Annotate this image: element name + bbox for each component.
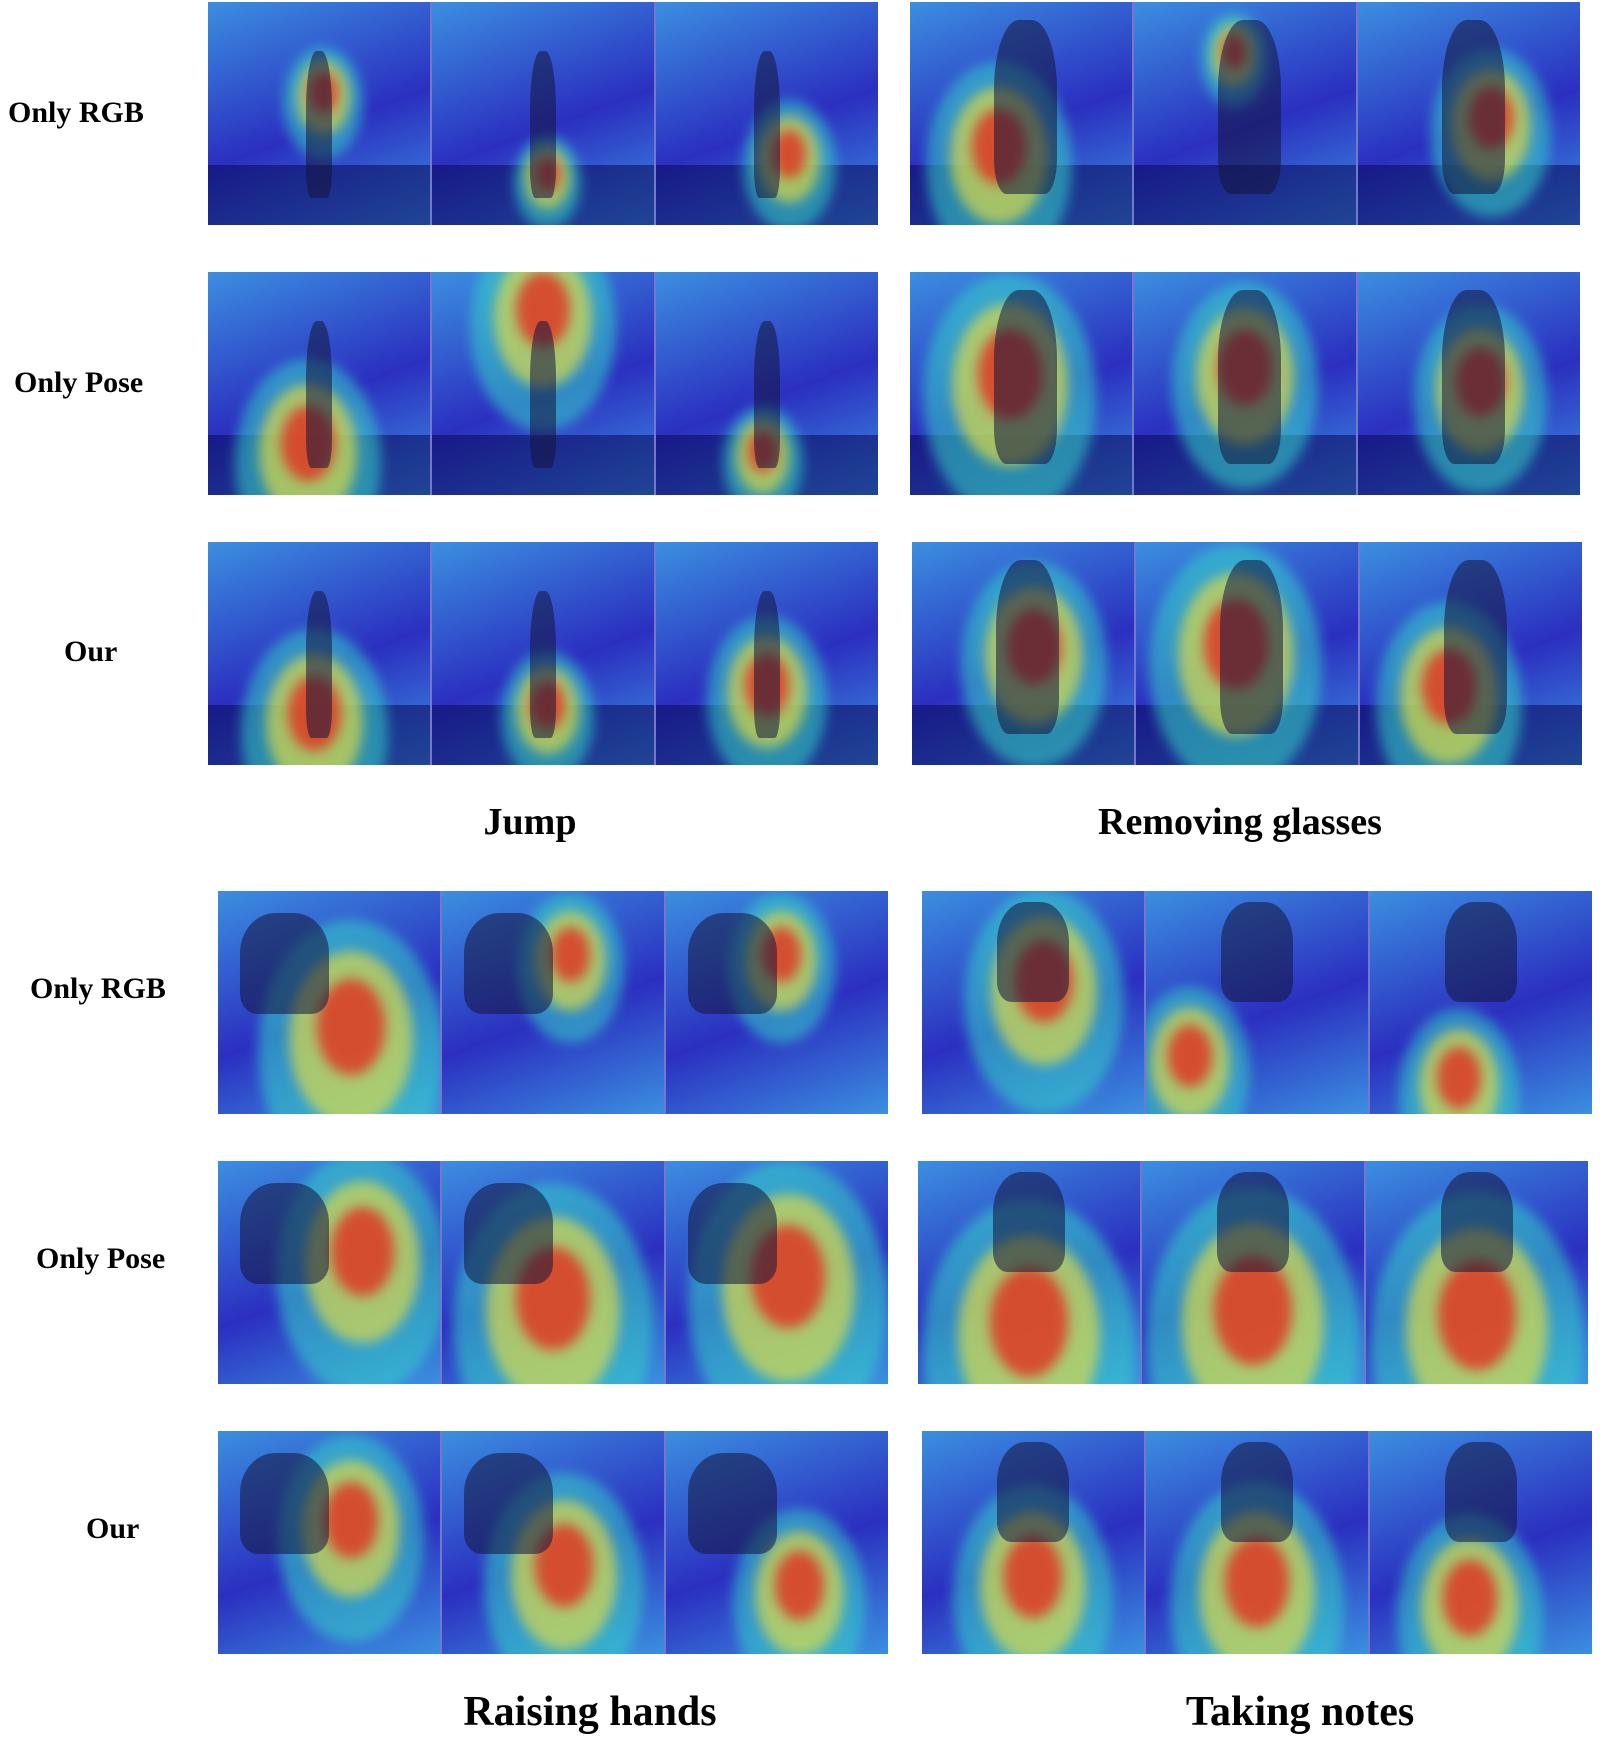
rgb-attention-jump-1 bbox=[208, 2, 432, 225]
caption-removing-glasses: Removing glasses bbox=[1098, 801, 1382, 843]
caption-raising-hands: Raising hands bbox=[463, 1689, 717, 1735]
row-label-hands-pose: Only Pose bbox=[36, 1242, 166, 1275]
row-label-hands-rgb: Only RGB bbox=[30, 972, 166, 1005]
rgb-attention-hands-3 bbox=[666, 891, 888, 1114]
heatmap-strip-hands-our bbox=[218, 1431, 888, 1654]
rgb-attention-glasses-2 bbox=[1134, 2, 1358, 225]
pose-attention-jump-1 bbox=[208, 272, 432, 495]
heatmap-strip-hands-pose bbox=[218, 1161, 888, 1384]
rgb-attention-notes-2 bbox=[1146, 891, 1370, 1114]
our-attention-glasses-3 bbox=[1360, 542, 1582, 765]
pose-attention-glasses-2 bbox=[1134, 272, 1358, 495]
heatmap-strip-jump-pose bbox=[208, 272, 878, 495]
heatmap-strip-glasses-our bbox=[912, 542, 1582, 765]
pose-attention-notes-2 bbox=[1142, 1161, 1366, 1384]
heatmap-strip-glasses-pose bbox=[910, 272, 1580, 495]
pose-attention-notes-1 bbox=[918, 1161, 1142, 1384]
pose-attention-glasses-1 bbox=[910, 272, 1134, 495]
row-label-jump-pose: Only Pose bbox=[14, 366, 144, 399]
pose-attention-hands-1 bbox=[218, 1161, 442, 1384]
heatmap-strip-jump-rgb bbox=[208, 2, 878, 225]
rgb-attention-jump-3 bbox=[656, 2, 878, 225]
rgb-attention-hands-1 bbox=[218, 891, 442, 1114]
pose-attention-jump-2 bbox=[432, 272, 656, 495]
heatmap-strip-notes-pose bbox=[918, 1161, 1588, 1384]
pose-attention-glasses-3 bbox=[1358, 272, 1580, 495]
heatmap-strip-jump-our bbox=[208, 542, 878, 765]
our-attention-notes-1 bbox=[922, 1431, 1146, 1654]
pose-attention-notes-3 bbox=[1366, 1161, 1588, 1384]
heatmap-strip-glasses-rgb bbox=[910, 2, 1580, 225]
rgb-attention-jump-2 bbox=[432, 2, 656, 225]
rgb-attention-notes-3 bbox=[1370, 891, 1592, 1114]
rgb-attention-hands-2 bbox=[442, 891, 666, 1114]
our-attention-hands-2 bbox=[442, 1431, 666, 1654]
our-attention-hands-1 bbox=[218, 1431, 442, 1654]
rgb-attention-glasses-1 bbox=[910, 2, 1134, 225]
pose-attention-hands-3 bbox=[666, 1161, 888, 1384]
caption-taking-notes: Taking notes bbox=[1185, 1689, 1415, 1735]
pose-attention-jump-3 bbox=[656, 272, 878, 495]
our-attention-glasses-1 bbox=[912, 542, 1136, 765]
rgb-attention-glasses-3 bbox=[1358, 2, 1580, 225]
our-attention-jump-1 bbox=[208, 542, 432, 765]
row-label-jump-our: Our bbox=[64, 635, 118, 668]
our-attention-jump-3 bbox=[656, 542, 878, 765]
row-label-hands-our: Our bbox=[86, 1512, 140, 1545]
heatmap-strip-notes-our bbox=[922, 1431, 1592, 1654]
rgb-attention-notes-1 bbox=[922, 891, 1146, 1114]
our-attention-notes-2 bbox=[1146, 1431, 1370, 1654]
caption-jump: Jump bbox=[483, 801, 577, 843]
heatmap-strip-notes-rgb bbox=[922, 891, 1592, 1114]
our-attention-hands-3 bbox=[666, 1431, 888, 1654]
our-attention-jump-2 bbox=[432, 542, 656, 765]
row-label-jump-rgb: Only RGB bbox=[8, 96, 144, 129]
pose-attention-hands-2 bbox=[442, 1161, 666, 1384]
heatmap-strip-hands-rgb bbox=[218, 891, 888, 1114]
our-attention-glasses-2 bbox=[1136, 542, 1360, 765]
our-attention-notes-3 bbox=[1370, 1431, 1592, 1654]
